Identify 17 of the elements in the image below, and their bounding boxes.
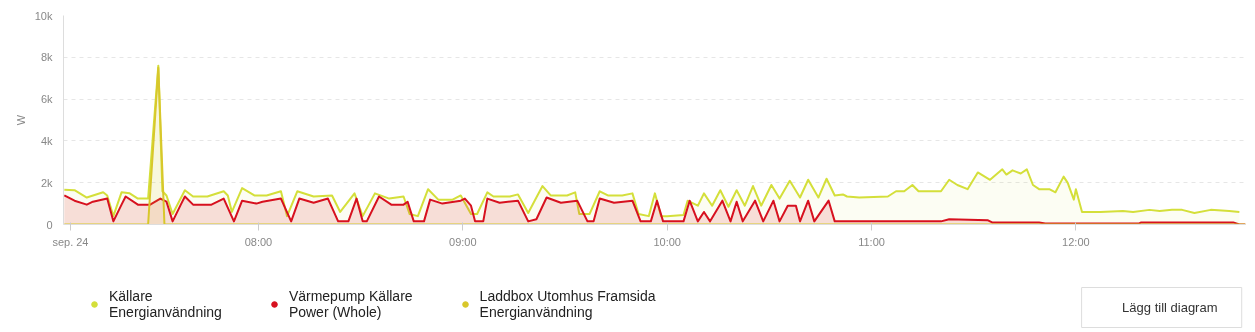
legend-label: Källare Energianvändning — [109, 288, 222, 320]
x-tick-label: 08:00 — [244, 235, 273, 248]
x-tick-label: 12:00 — [1062, 235, 1090, 248]
y-tick-label: 0 — [46, 218, 53, 231]
y-tick-label: 10k — [34, 9, 53, 22]
x-tick-label: sep. 24 — [52, 235, 89, 248]
y-tick-label: 2k — [40, 176, 53, 189]
y-tick-label: 8k — [40, 51, 53, 64]
x-tick-label: 09:00 — [449, 235, 477, 248]
x-tick-label: 10:00 — [653, 235, 681, 248]
legend-label: Laddbox Utomhus Framsida Energianvändning — [479, 288, 656, 320]
text: Lägg till diagram — [1122, 300, 1218, 315]
legend-label: Värmepump Källare Power (Whole) — [288, 288, 413, 320]
y-tick-label: 6k — [40, 93, 53, 106]
y-tick-label: 4k — [40, 134, 53, 147]
x-tick-label: 11:00 — [858, 235, 885, 248]
y-axis-title: W — [14, 114, 27, 126]
